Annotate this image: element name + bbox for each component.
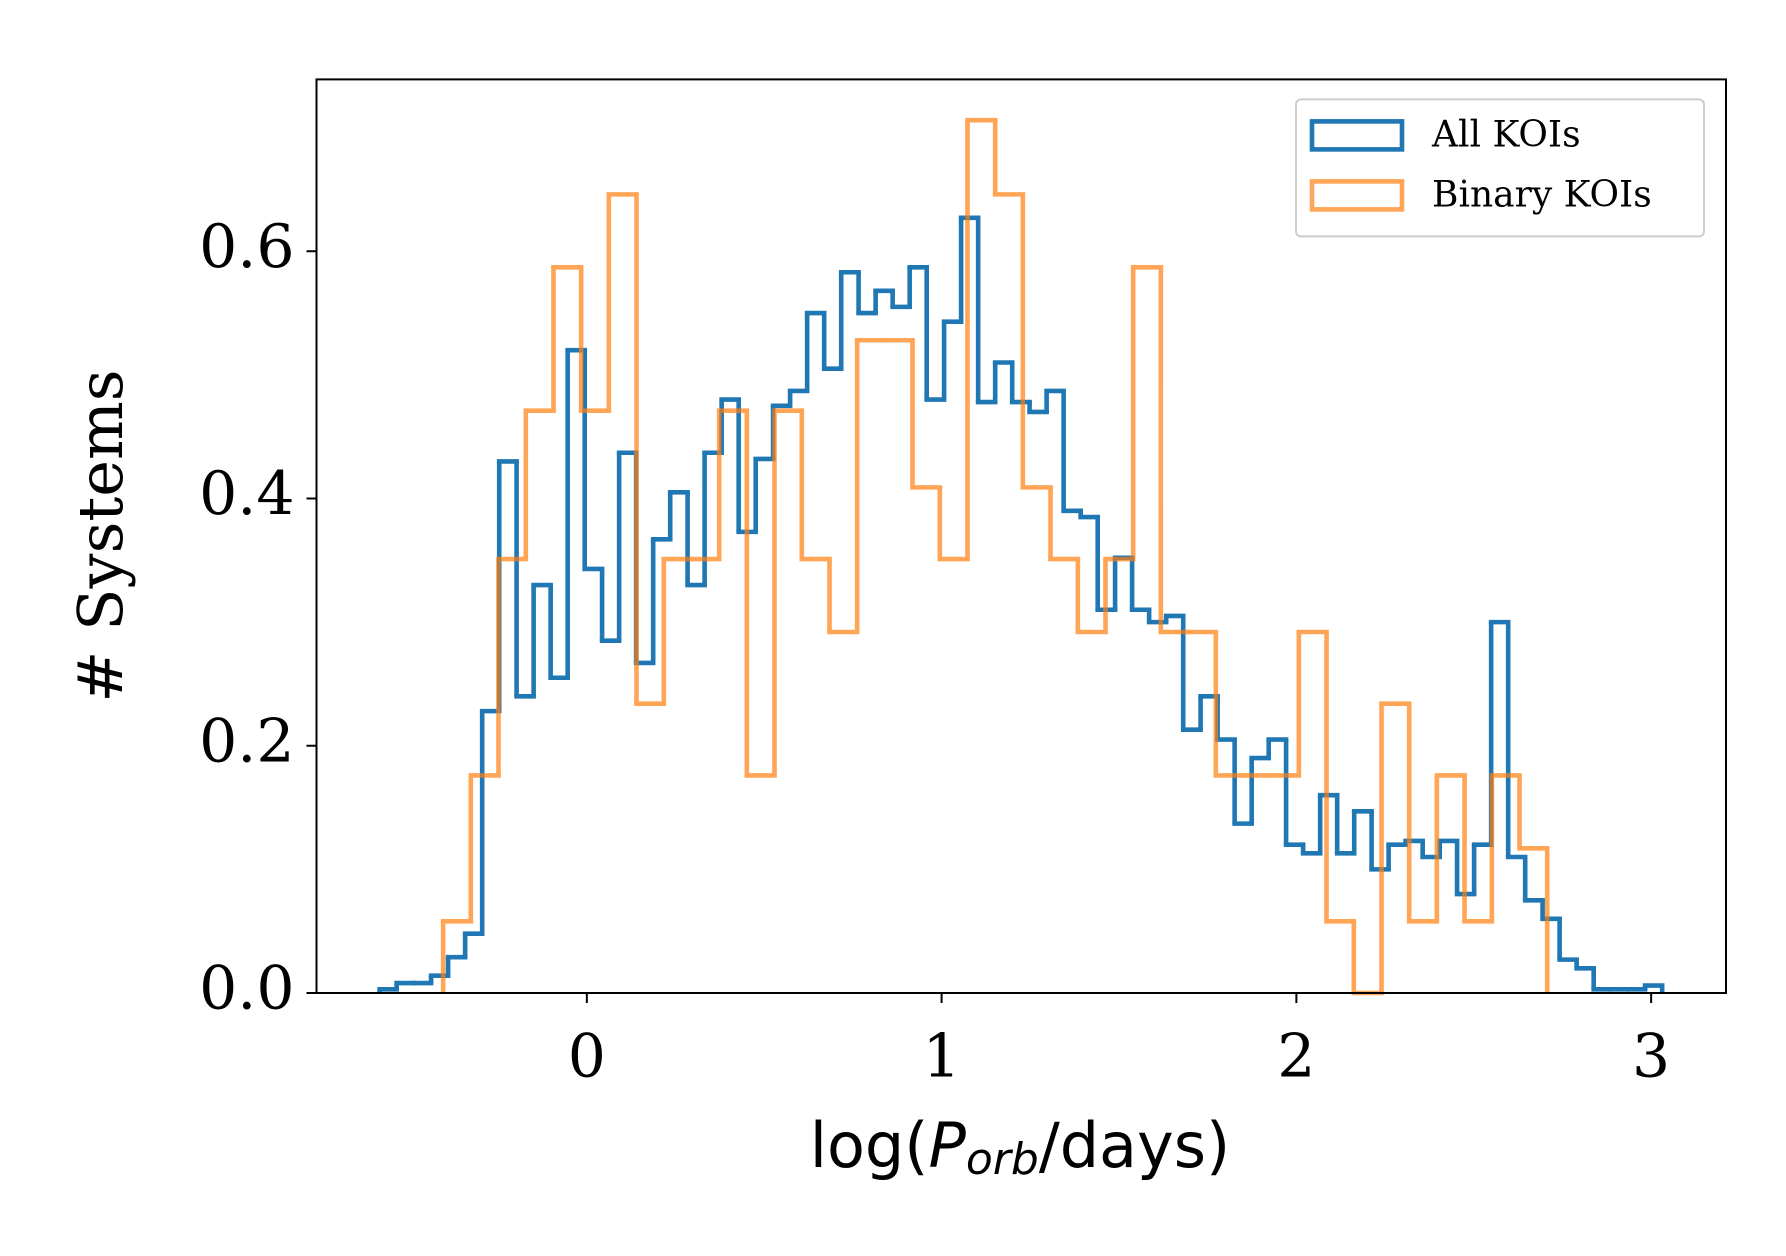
legend-label: Binary KOIs — [1432, 174, 1652, 215]
x-tick-label: 2 — [1277, 1022, 1315, 1092]
x-label-part: /days) — [1039, 1109, 1230, 1182]
histogram-series — [377, 215, 1665, 993]
x-tick-label: 3 — [1632, 1022, 1670, 1092]
legend-swatch — [1309, 179, 1405, 212]
y-tick-label: 0.6 — [199, 212, 294, 282]
step-riser — [440, 120, 1550, 993]
y-axis-label: # Systems — [64, 369, 137, 702]
step-riser — [377, 217, 1665, 993]
x-label-part: orb — [966, 1134, 1039, 1185]
y-tick-label: 0.4 — [199, 459, 294, 529]
x-label-part: log( — [810, 1109, 929, 1182]
x-axis-label: log(Porb/days) — [810, 1109, 1230, 1185]
x-label-part: P — [928, 1109, 966, 1182]
plot-frame — [315, 78, 1727, 994]
legend-swatch — [1309, 119, 1405, 152]
y-tick-label: 0.0 — [199, 954, 294, 1024]
x-tick-label: 0 — [568, 1022, 606, 1092]
histogram-series — [440, 117, 1550, 996]
legend-label: All KOIs — [1431, 114, 1581, 155]
x-tick-label: 1 — [923, 1022, 961, 1092]
legend-box — [1295, 98, 1705, 238]
y-tick-label: 0.2 — [199, 706, 294, 776]
